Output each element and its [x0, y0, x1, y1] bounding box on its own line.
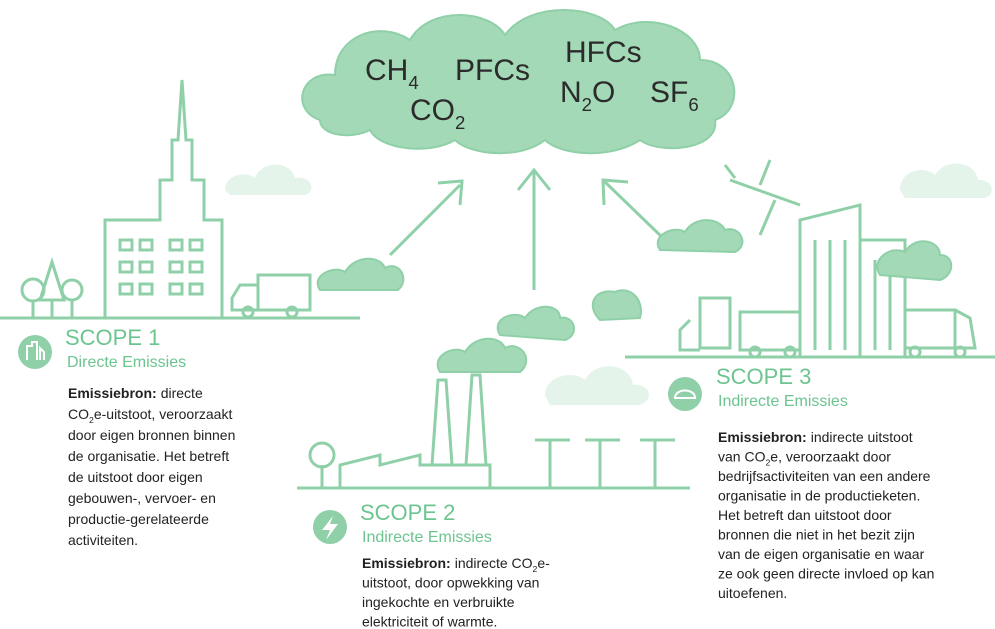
subscript: 6: [688, 94, 698, 115]
scope-subtitle: Indirecte Emissies: [362, 529, 492, 546]
body-line: de uitstoot door eigen: [68, 469, 203, 485]
body-line: Het betreft dan uitstoot door: [718, 507, 892, 523]
body-line: bronnen die niet in het bezit zijn: [718, 527, 915, 543]
text-segment: van de eigen organisatie en waar: [718, 546, 925, 562]
text-segment: elektriciteit of warmte.: [362, 614, 497, 629]
body-line: uitstoot, door opwekking van: [362, 575, 539, 591]
text-segment: uitoefenen.: [718, 585, 787, 601]
gas-label: HFCs: [565, 36, 642, 69]
source-label: Emissiebron:: [718, 429, 807, 445]
body-line: ze ook geen directe invloed op kan: [718, 566, 934, 582]
body-line: organisatie in de productieketen.: [718, 488, 920, 504]
text-segment: bedrijfsactiviteiten van een andere: [718, 468, 931, 484]
text-segment: uitstoot, door opwekking van: [362, 575, 539, 591]
scope-title: SCOPE 2: [360, 500, 455, 525]
text-segment: organisatie in de productieketen.: [718, 488, 920, 504]
text-gap: directe: [161, 385, 203, 401]
body-line: CO2e-uitstoot, veroorzaakt: [68, 406, 232, 425]
body-line: elektriciteit of warmte.: [362, 614, 497, 629]
body-line: van CO2e, veroorzaakt door: [718, 449, 891, 468]
text-segment: de uitstoot door eigen: [68, 469, 203, 485]
text-segment: productie-gerelateerde: [68, 511, 209, 527]
body-line: ingekochte en verbruikte: [362, 594, 515, 610]
body-line: de organisatie. Het betreft: [68, 448, 229, 464]
subscript: 2: [455, 112, 465, 133]
text-segment: de organisatie. Het betreft: [68, 448, 229, 464]
text-segment: SF: [650, 76, 688, 109]
text-segment: CO: [68, 406, 89, 422]
text-gap: indirecte uitstoot: [811, 429, 913, 445]
scope-subtitle: Directe Emissies: [67, 354, 186, 371]
text-segment: O: [592, 76, 615, 109]
text-segment: HFCs: [565, 36, 642, 69]
text-segment: CO: [410, 94, 455, 127]
text-segment: door eigen bronnen binnen: [68, 427, 235, 443]
body-line: bedrijfsactiviteiten van een andere: [718, 468, 931, 484]
text-segment: ingekochte en verbruikte: [362, 594, 515, 610]
text-segment: Het betreft dan uitstoot door: [718, 507, 892, 523]
text-segment: gebouwen-, vervoer- en: [68, 490, 216, 506]
body-line: door eigen bronnen binnen: [68, 427, 235, 443]
diagram: CH4PFCsHFCsCO2N2OSF6 SCOPE 1Directe Emis…: [0, 0, 995, 629]
text-segment: ze ook geen directe invloed op kan: [718, 566, 934, 582]
text-segment: activiteiten.: [68, 532, 138, 548]
body-line: uitoefenen.: [718, 585, 787, 601]
text-segment: directe: [161, 385, 203, 401]
body-line: Emissiebron:indirecte uitstoot: [718, 429, 913, 445]
subscript: 4: [408, 72, 418, 93]
gas-label: PFCs: [455, 54, 530, 87]
body-line: Emissiebron:indirecte CO2e-: [362, 555, 550, 574]
text-segment: e, veroorzaakt door: [770, 449, 891, 465]
text-segment: CH: [365, 54, 408, 87]
text-segment: e-uitstoot, veroorzaakt: [94, 406, 233, 422]
body-line: Emissiebron:directe: [68, 385, 203, 401]
scope-title: SCOPE 3: [716, 364, 811, 389]
text-segment: N: [560, 76, 582, 109]
text-segment: bronnen die niet in het bezit zijn: [718, 527, 915, 543]
text-gap: indirecte CO2e-: [455, 555, 550, 574]
body-line: activiteiten.: [68, 532, 138, 548]
text-segment: e-: [537, 555, 550, 571]
subscript: 2: [582, 94, 592, 115]
body-line: productie-gerelateerde: [68, 511, 209, 527]
source-label: Emissiebron:: [362, 555, 451, 571]
text-segment: indirecte uitstoot: [811, 429, 913, 445]
text-segment: PFCs: [455, 54, 530, 87]
text-segment: van CO: [718, 449, 766, 465]
text-segment: indirecte CO: [455, 555, 533, 571]
body-line: van de eigen organisatie en waar: [718, 546, 925, 562]
scope-subtitle: Indirecte Emissies: [718, 393, 848, 410]
body-line: gebouwen-, vervoer- en: [68, 490, 216, 506]
scope-title: SCOPE 1: [65, 325, 160, 350]
source-label: Emissiebron:: [68, 385, 157, 401]
